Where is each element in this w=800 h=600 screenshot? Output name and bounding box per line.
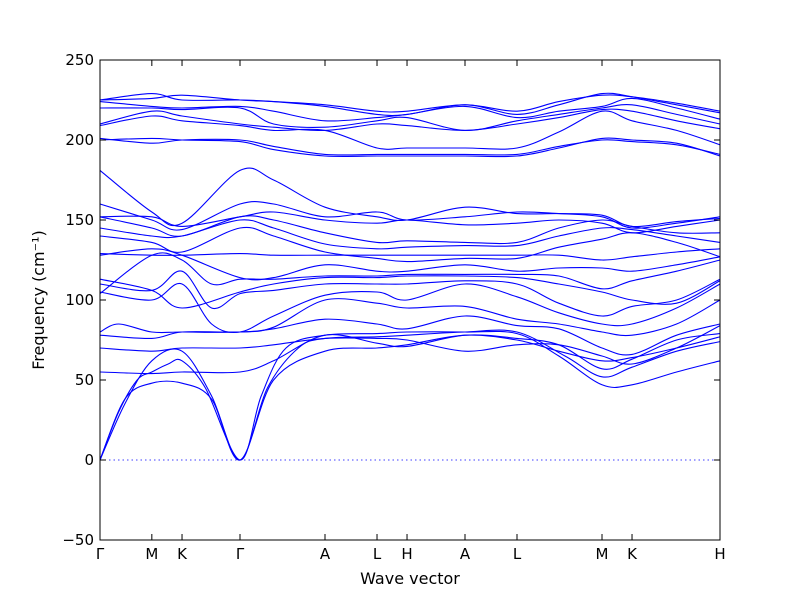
y-tick-label: 50 — [75, 371, 94, 389]
band-line-8 — [99, 282, 721, 333]
x-tick-label: A — [460, 545, 471, 563]
band-line-14 — [99, 226, 721, 263]
x-tick-label: L — [373, 545, 382, 563]
band-line-5 — [99, 325, 721, 365]
y-tick-label: 250 — [65, 51, 94, 69]
y-tick-label: 100 — [65, 291, 94, 309]
band-line-24 — [99, 104, 721, 131]
y-tick-label: 150 — [65, 211, 94, 229]
band-lines — [99, 92, 721, 461]
band-line-21 — [99, 137, 721, 156]
band-line-19 — [99, 167, 721, 228]
x-tick-label: Γ — [96, 545, 105, 563]
x-tick-label: M — [145, 545, 158, 563]
band-line-13 — [99, 248, 721, 261]
y-axis-ticks: −50 0 50 100 150 200 250 — [62, 51, 720, 549]
band-line-3 — [99, 334, 721, 461]
x-tick-label: Γ — [236, 545, 245, 563]
x-tick-label: L — [513, 545, 522, 563]
x-tick-label: K — [177, 545, 188, 563]
y-tick-label: −50 — [62, 531, 94, 549]
band-line-26 — [99, 92, 721, 117]
band-line-10 — [99, 275, 721, 309]
x-tick-label: K — [627, 545, 638, 563]
band-line-9 — [99, 270, 721, 317]
x-tick-label: A — [320, 545, 331, 563]
band-line-22 — [99, 110, 721, 150]
band-line-11 — [99, 252, 721, 295]
x-tick-label: H — [401, 545, 412, 563]
band-line-15 — [99, 219, 721, 250]
x-tick-label: M — [596, 545, 609, 563]
band-line-7 — [99, 298, 721, 337]
band-line-27 — [99, 94, 721, 113]
y-tick-label: 0 — [84, 451, 94, 469]
y-tick-label: 200 — [65, 131, 94, 149]
band-line-12 — [99, 248, 721, 281]
band-line-2 — [99, 329, 721, 461]
band-line-20 — [99, 137, 721, 158]
band-line-23 — [99, 108, 721, 132]
band-line-1 — [99, 330, 721, 461]
x-axis-label: Wave vector — [360, 569, 460, 588]
band-line-4 — [99, 333, 721, 375]
x-tick-label: H — [714, 545, 725, 563]
y-axis-label: Frequency (cm⁻¹) — [29, 230, 48, 369]
